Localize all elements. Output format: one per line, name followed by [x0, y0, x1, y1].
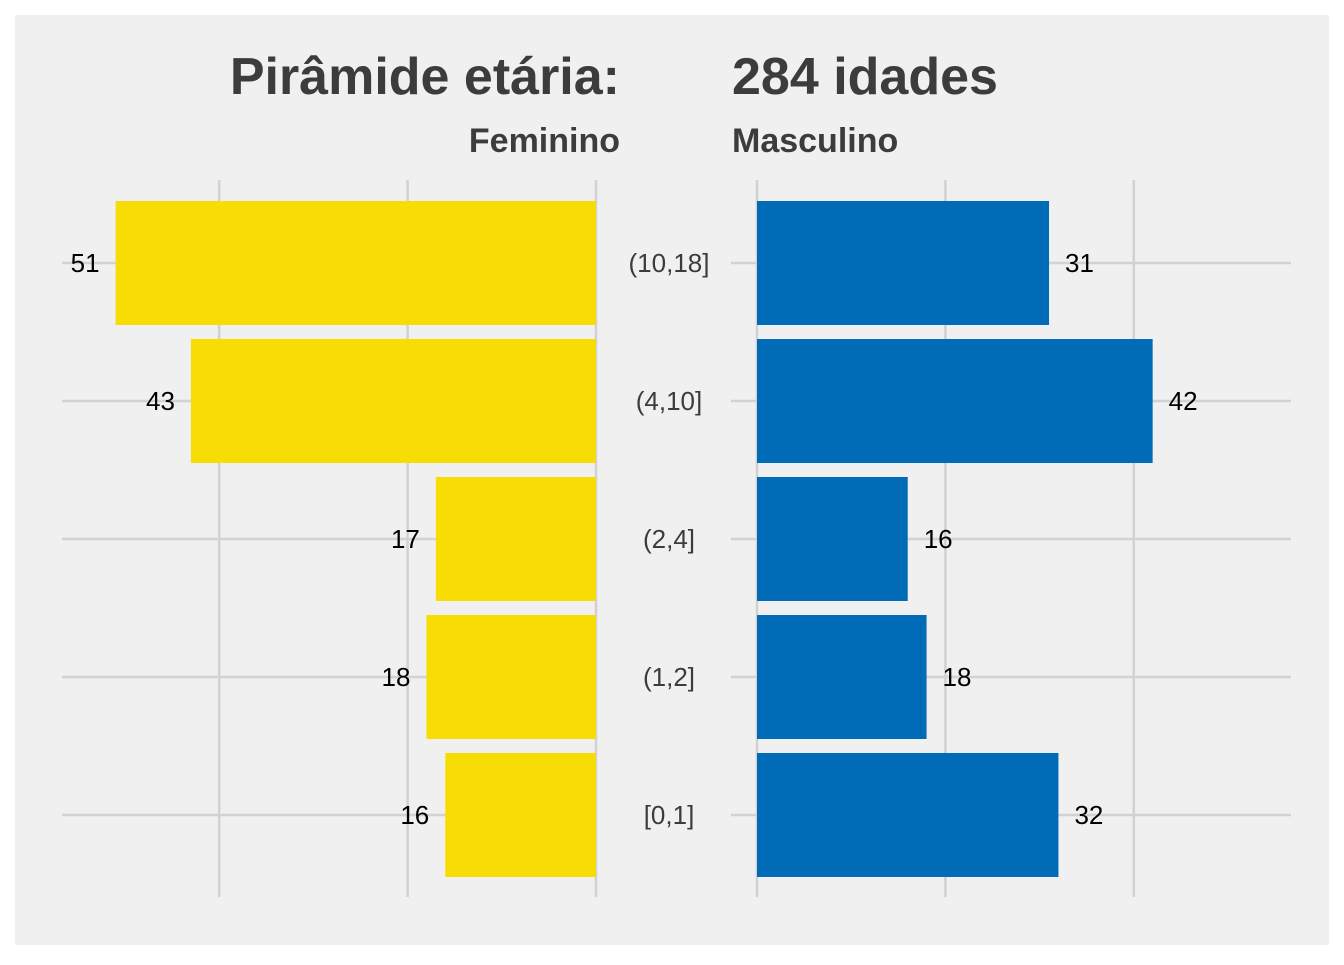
male-bar — [757, 477, 908, 601]
male-bar — [757, 615, 927, 739]
title-right: 284 idades — [732, 48, 998, 106]
female-bar — [426, 615, 596, 739]
title-left: Pirâmide etária: — [230, 48, 620, 106]
male-value-label: 16 — [924, 524, 953, 554]
male-value-label: 32 — [1074, 800, 1103, 830]
male-value-label: 31 — [1065, 248, 1094, 278]
female-value-label: 51 — [71, 248, 100, 278]
age-group-label: (1,2] — [643, 662, 695, 692]
female-bar — [190, 339, 596, 463]
female-panel-title: Feminino — [469, 122, 620, 160]
female-value-label: 18 — [382, 662, 411, 692]
age-group-label: (2,4] — [643, 524, 695, 554]
age-group-label: [0,1] — [644, 800, 695, 830]
female-bar — [445, 753, 596, 877]
male-value-label: 42 — [1169, 386, 1198, 416]
female-value-label: 16 — [400, 800, 429, 830]
male-panel-title: Masculino — [732, 122, 898, 160]
male-bar — [757, 201, 1050, 325]
age-group-label: (10,18] — [629, 248, 710, 278]
female-value-label: 43 — [146, 386, 175, 416]
label-layer: 51 31 (10,18] 43 42 (4,10] 17 16 (2,4] 18 18 (1,2] 1… — [71, 248, 1198, 830]
male-value-label: 18 — [943, 662, 972, 692]
female-bar — [115, 201, 596, 325]
female-bar — [435, 477, 596, 601]
age-group-label: (4,10] — [636, 386, 703, 416]
male-bar — [757, 753, 1059, 877]
female-value-label: 17 — [391, 524, 420, 554]
male-bar — [757, 339, 1153, 463]
bar-layer — [115, 201, 1153, 877]
